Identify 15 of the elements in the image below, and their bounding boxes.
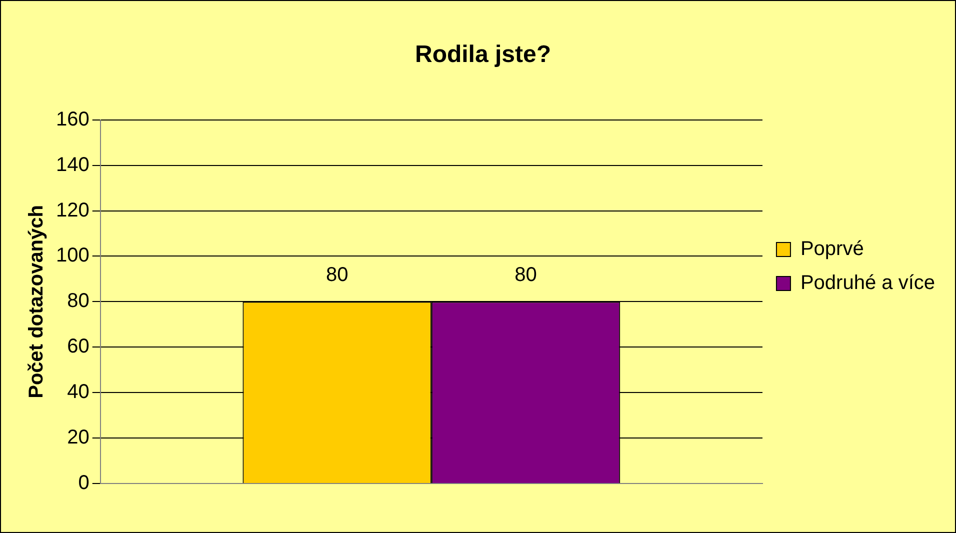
data-label: 80 [514, 264, 537, 286]
y-tick-label: 60 [67, 336, 90, 358]
y-tick-label: 80 [67, 290, 90, 312]
legend-label: Poprvé [800, 238, 864, 260]
y-tick-label: 160 [56, 108, 90, 130]
y-tick-label: 100 [56, 244, 90, 267]
y-axis-title: Počet dotazovaných [26, 205, 48, 398]
y-tick-label: 0 [78, 472, 90, 494]
y-tick-label: 20 [67, 426, 90, 449]
y-tick-label: 40 [67, 381, 90, 404]
legend-label: Podruhé a více [800, 272, 935, 294]
y-tick-label: 140 [56, 154, 90, 176]
data-label: 80 [326, 264, 348, 286]
chart-title: Rodila jste? [414, 41, 552, 68]
y-tick-label: 120 [56, 199, 90, 222]
